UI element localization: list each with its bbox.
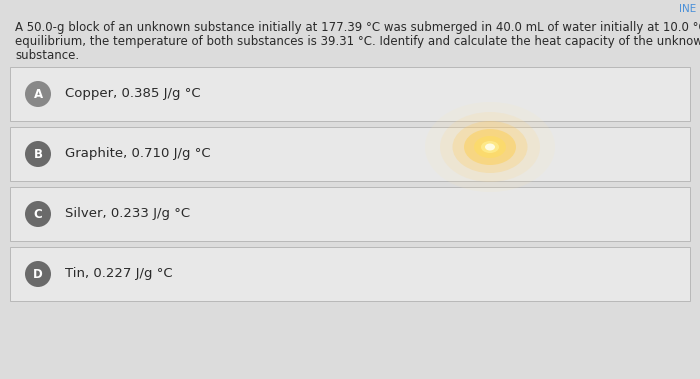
- FancyBboxPatch shape: [10, 187, 690, 241]
- Text: INE: INE: [679, 4, 696, 14]
- Text: D: D: [33, 268, 43, 280]
- Text: Silver, 0.233 J/g °C: Silver, 0.233 J/g °C: [65, 207, 190, 221]
- Text: B: B: [34, 147, 43, 160]
- Text: A 50.0-g block of an unknown substance initially at 177.39 °C was submerged in 4: A 50.0-g block of an unknown substance i…: [15, 21, 700, 34]
- Text: Copper, 0.385 J/g °C: Copper, 0.385 J/g °C: [65, 88, 201, 100]
- Ellipse shape: [425, 102, 555, 192]
- Text: A: A: [34, 88, 43, 100]
- FancyBboxPatch shape: [10, 67, 690, 121]
- FancyBboxPatch shape: [10, 127, 690, 181]
- Ellipse shape: [485, 144, 495, 150]
- Ellipse shape: [464, 129, 516, 165]
- Ellipse shape: [440, 112, 540, 182]
- Circle shape: [25, 81, 51, 107]
- Circle shape: [25, 141, 51, 167]
- Text: Tin, 0.227 J/g °C: Tin, 0.227 J/g °C: [65, 268, 173, 280]
- Ellipse shape: [452, 121, 528, 173]
- Circle shape: [25, 201, 51, 227]
- Ellipse shape: [474, 136, 506, 158]
- Text: substance.: substance.: [15, 49, 79, 62]
- Circle shape: [25, 261, 51, 287]
- Ellipse shape: [481, 141, 499, 153]
- FancyBboxPatch shape: [10, 247, 690, 301]
- Text: C: C: [34, 207, 43, 221]
- Text: equilibrium, the temperature of both substances is 39.31 °C. Identify and calcul: equilibrium, the temperature of both sub…: [15, 35, 700, 48]
- Text: Graphite, 0.710 J/g °C: Graphite, 0.710 J/g °C: [65, 147, 211, 160]
